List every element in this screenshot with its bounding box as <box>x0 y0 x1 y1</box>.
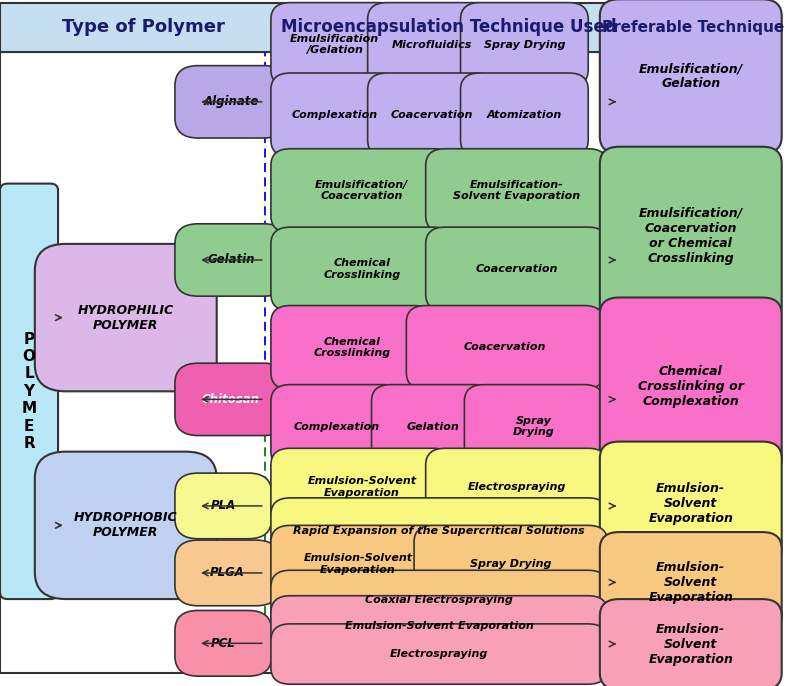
Text: PCL: PCL <box>211 637 236 650</box>
Text: HYDROPHOBIC
POLYMER: HYDROPHOBIC POLYMER <box>74 511 178 539</box>
Text: Emulsion-
Solvent
Evaporation: Emulsion- Solvent Evaporation <box>648 561 734 604</box>
Text: Electrospraying: Electrospraying <box>467 482 566 492</box>
Text: Emulsion-Solvent Evaporation: Emulsion-Solvent Evaporation <box>345 621 534 631</box>
Text: Emulsion-Solvent
Evaporation: Emulsion-Solvent Evaporation <box>307 476 416 497</box>
Text: HYDROPHILIC
POLYMER: HYDROPHILIC POLYMER <box>78 304 174 331</box>
Text: Preferable Technique: Preferable Technique <box>602 20 784 34</box>
FancyBboxPatch shape <box>426 448 607 525</box>
Text: P
O
L
Y
M
E
R: P O L Y M E R <box>22 331 37 451</box>
FancyBboxPatch shape <box>271 498 607 564</box>
FancyBboxPatch shape <box>175 363 287 436</box>
FancyBboxPatch shape <box>600 298 782 475</box>
Text: Alginate: Alginate <box>203 95 258 108</box>
Text: Emulsification/
Gelation: Emulsification/ Gelation <box>638 62 743 91</box>
FancyBboxPatch shape <box>600 532 782 632</box>
FancyBboxPatch shape <box>271 227 453 311</box>
FancyBboxPatch shape <box>271 595 607 656</box>
Text: Atomization: Atomization <box>486 110 562 120</box>
FancyBboxPatch shape <box>175 66 287 138</box>
Text: Chemical
Crosslinking or
Complexation: Chemical Crosslinking or Complexation <box>638 365 744 407</box>
FancyBboxPatch shape <box>426 149 607 233</box>
Text: Chitosan: Chitosan <box>202 393 260 406</box>
Text: Gelation: Gelation <box>407 421 460 431</box>
FancyBboxPatch shape <box>271 570 607 630</box>
FancyBboxPatch shape <box>600 599 782 686</box>
Text: Spray
Drying: Spray Drying <box>513 416 555 437</box>
Text: Chemical
Crosslinking: Chemical Crosslinking <box>323 258 401 280</box>
FancyBboxPatch shape <box>368 3 495 86</box>
Text: Complexation: Complexation <box>292 110 378 120</box>
Text: Spray Drying: Spray Drying <box>484 40 565 49</box>
FancyBboxPatch shape <box>271 73 398 157</box>
Text: Spray Drying: Spray Drying <box>470 559 551 569</box>
FancyBboxPatch shape <box>0 3 774 51</box>
Text: Chemical
Crosslinking: Chemical Crosslinking <box>314 337 390 358</box>
FancyBboxPatch shape <box>175 611 272 676</box>
Text: PLGA: PLGA <box>210 567 245 580</box>
FancyBboxPatch shape <box>271 525 445 602</box>
Text: Emulsification
/Gelation: Emulsification /Gelation <box>290 34 379 56</box>
Text: Emulsion-
Solvent
Evaporation: Emulsion- Solvent Evaporation <box>648 482 734 525</box>
FancyBboxPatch shape <box>368 73 495 157</box>
FancyBboxPatch shape <box>414 525 607 602</box>
FancyBboxPatch shape <box>175 473 272 539</box>
FancyBboxPatch shape <box>35 451 217 599</box>
FancyBboxPatch shape <box>271 624 607 684</box>
FancyBboxPatch shape <box>175 224 287 296</box>
Text: Rapid Expansion of the Supercritical Solutions: Rapid Expansion of the Supercritical Sol… <box>294 525 585 536</box>
Text: Coacervation: Coacervation <box>475 264 558 274</box>
Text: Complexation: Complexation <box>294 421 380 431</box>
FancyBboxPatch shape <box>461 73 588 157</box>
Text: Coaxial Electrospraying: Coaxial Electrospraying <box>366 595 513 606</box>
FancyBboxPatch shape <box>600 147 782 324</box>
FancyBboxPatch shape <box>271 385 402 469</box>
Text: Electrospraying: Electrospraying <box>390 649 489 659</box>
FancyBboxPatch shape <box>175 540 279 606</box>
Text: Emulsification-
Solvent Evaporation: Emulsification- Solvent Evaporation <box>453 180 580 202</box>
Text: Emulsification/
Coacervation
or Chemical
Crosslinking: Emulsification/ Coacervation or Chemical… <box>638 206 743 265</box>
Text: Emulsion-
Solvent
Evaporation: Emulsion- Solvent Evaporation <box>648 623 734 666</box>
FancyBboxPatch shape <box>35 244 217 391</box>
FancyBboxPatch shape <box>461 3 588 86</box>
Text: PLA: PLA <box>210 499 236 512</box>
FancyBboxPatch shape <box>600 0 782 154</box>
FancyBboxPatch shape <box>271 448 453 525</box>
FancyBboxPatch shape <box>600 442 782 565</box>
Text: Gelatin: Gelatin <box>207 254 254 266</box>
Text: Type of Polymer: Type of Polymer <box>62 18 225 36</box>
FancyBboxPatch shape <box>464 385 604 469</box>
Text: Emulsion-Solvent
Evaporation: Emulsion-Solvent Evaporation <box>303 553 413 575</box>
FancyBboxPatch shape <box>426 227 607 311</box>
Text: Coacervation: Coacervation <box>390 110 473 120</box>
FancyBboxPatch shape <box>371 385 495 469</box>
Text: Emulsification/
Coacervation: Emulsification/ Coacervation <box>315 180 409 202</box>
FancyBboxPatch shape <box>271 3 398 86</box>
FancyBboxPatch shape <box>0 184 58 599</box>
FancyBboxPatch shape <box>271 305 434 390</box>
Text: Microencapsulation Technique Used: Microencapsulation Technique Used <box>281 18 617 36</box>
Text: Coacervation: Coacervation <box>464 342 546 353</box>
FancyBboxPatch shape <box>271 149 453 233</box>
Text: Microfluidics: Microfluidics <box>391 40 472 49</box>
FancyBboxPatch shape <box>406 305 604 390</box>
